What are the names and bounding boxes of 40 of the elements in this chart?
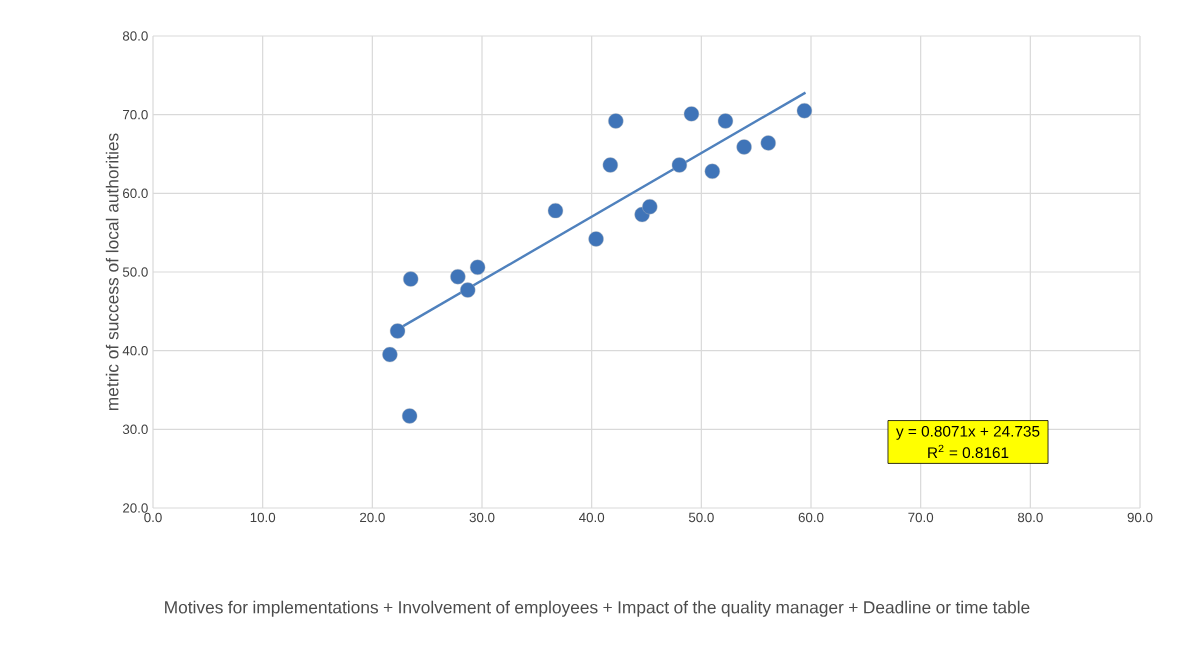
x-axis-title: Motives for implementations + Involvement of employees + Impact of the quality manager + Deadline or time table: [165, 600, 1030, 617]
x-tick-label: 80.0: [1017, 512, 1043, 523]
point: [671, 157, 688, 173]
point: [382, 346, 398, 363]
point: [683, 106, 700, 122]
point: [608, 113, 624, 129]
x-tick-label: 50.0: [688, 512, 714, 523]
y-tick-label: 20.0: [123, 503, 148, 513]
annotation: y = 0.8071x + 24.735: [896, 425, 1040, 440]
x-tick-label: 0.0: [144, 512, 162, 523]
x-tick-label: 40.0: [579, 512, 605, 523]
x-tick-label: 90.0: [1127, 512, 1153, 523]
y-axis-title: metric of success of local authorities: [105, 133, 119, 411]
x-tick-label: 20.0: [360, 512, 385, 523]
y-tick-label: 80.0: [122, 31, 148, 41]
point: [403, 271, 419, 287]
point: [602, 157, 618, 173]
x-tick-label: 10.0: [250, 512, 276, 523]
x-tick-label: 60.0: [798, 512, 824, 523]
point: [460, 282, 476, 298]
point: [450, 269, 466, 285]
annotation: R$^{2}$ = 0.8161: [928, 444, 1009, 459]
point: [547, 202, 564, 219]
y-tick-label: 70.0: [123, 109, 148, 120]
point: [469, 259, 486, 275]
point: [642, 199, 658, 215]
point: [760, 135, 776, 151]
point: [736, 139, 752, 155]
y-tick-label: 50.0: [122, 267, 148, 277]
x-tick-label: 70.0: [908, 512, 934, 523]
x-tick-label: 30.0: [469, 512, 495, 523]
point: [401, 408, 418, 424]
point: [796, 103, 813, 119]
point: [704, 163, 720, 179]
point: [588, 231, 604, 247]
point: [717, 113, 734, 129]
point: [389, 323, 406, 339]
y-tick-label: 30.0: [122, 424, 148, 435]
y-tick-label: 40.0: [122, 345, 148, 356]
y-tick-label: 60.0: [123, 188, 148, 199]
